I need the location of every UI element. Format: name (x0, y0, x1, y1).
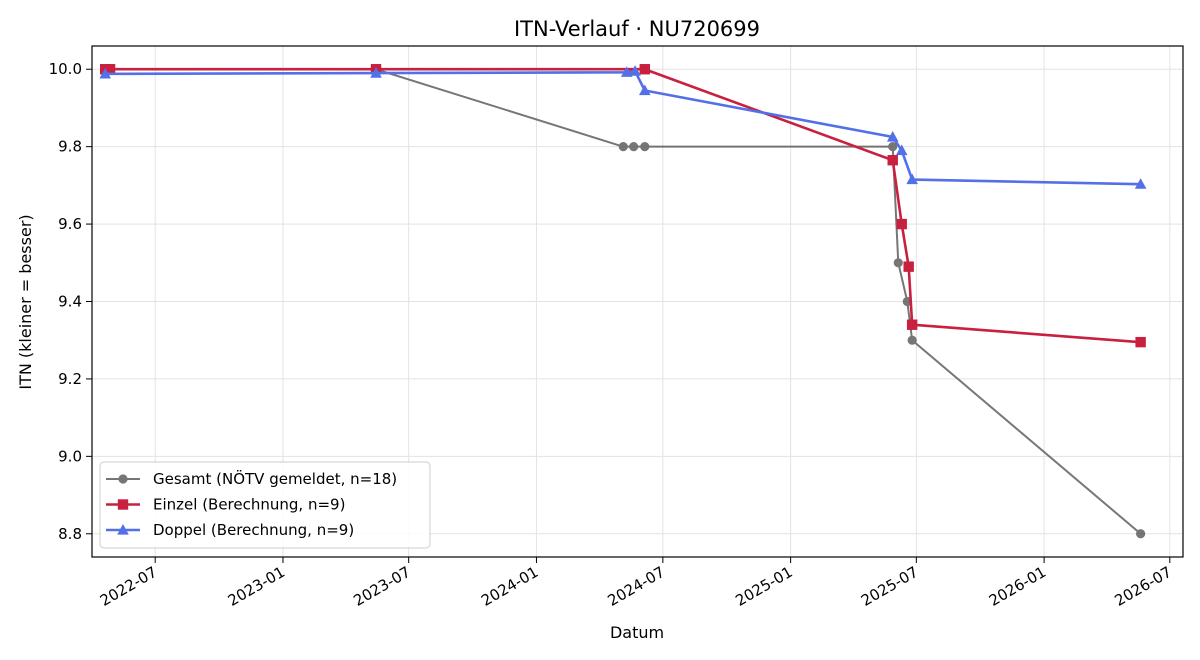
data-point (888, 142, 898, 152)
y-axis-label: ITN (kleiner = besser) (16, 214, 35, 389)
data-point (903, 261, 914, 272)
y-tick-label: 8.8 (58, 525, 82, 543)
y-axis-ticks: 8.8 9.0 9.2 9.4 9.6 9.8 10.0 (49, 60, 92, 543)
legend-marker (117, 524, 129, 535)
legend-marker (117, 499, 129, 510)
legend: Gesamt (NÖTV gemeldet, n=18) Einzel (Bere… (99, 461, 431, 549)
data-point (907, 335, 917, 345)
data-point (620, 66, 633, 77)
data-point (895, 144, 908, 156)
chart-title: ITN-Verlauf · NU720699 (514, 17, 760, 41)
data-point (99, 67, 111, 79)
y-tick-label: 10.0 (49, 60, 82, 78)
y-tick-label: 9.6 (58, 215, 82, 233)
legend-entry (106, 524, 140, 535)
series-layer (99, 64, 1147, 539)
data-point (618, 142, 628, 152)
y-tick-label: 9.2 (58, 370, 82, 388)
x-axis-label: Datum (610, 623, 664, 642)
data-point (104, 64, 116, 75)
data-point (906, 319, 918, 330)
legend-entry (106, 474, 140, 484)
legend-label: Gesamt (NÖTV gemeldet, n=18) (153, 469, 397, 488)
data-point (1136, 529, 1146, 539)
legend-box (99, 461, 431, 549)
data-point (887, 155, 898, 166)
grid-lines (92, 46, 1183, 557)
data-point (640, 142, 650, 152)
series-3 (99, 65, 1147, 189)
data-point (886, 130, 899, 142)
data-point (893, 258, 903, 268)
data-point (370, 67, 382, 78)
legend-marker (118, 474, 128, 484)
data-point (1134, 178, 1147, 189)
legend-label: Doppel (Berechnung, n=9) (153, 521, 354, 539)
data-point (638, 84, 651, 96)
data-point (1135, 336, 1146, 348)
y-tick-label: 9.8 (58, 138, 82, 156)
data-point (639, 64, 650, 75)
data-point (629, 142, 639, 152)
legend-entry (106, 499, 140, 510)
y-tick-label: 9.4 (58, 293, 82, 311)
y-tick-label: 9.0 (58, 447, 82, 465)
data-point (629, 65, 641, 76)
legend-label: Einzel (Berechnung, n=9) (153, 496, 345, 514)
data-point (896, 218, 907, 230)
data-point (906, 173, 918, 185)
